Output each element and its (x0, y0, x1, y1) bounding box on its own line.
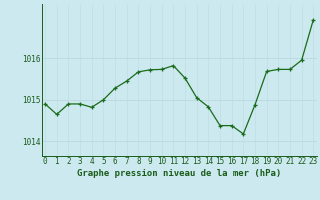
X-axis label: Graphe pression niveau de la mer (hPa): Graphe pression niveau de la mer (hPa) (77, 169, 281, 178)
